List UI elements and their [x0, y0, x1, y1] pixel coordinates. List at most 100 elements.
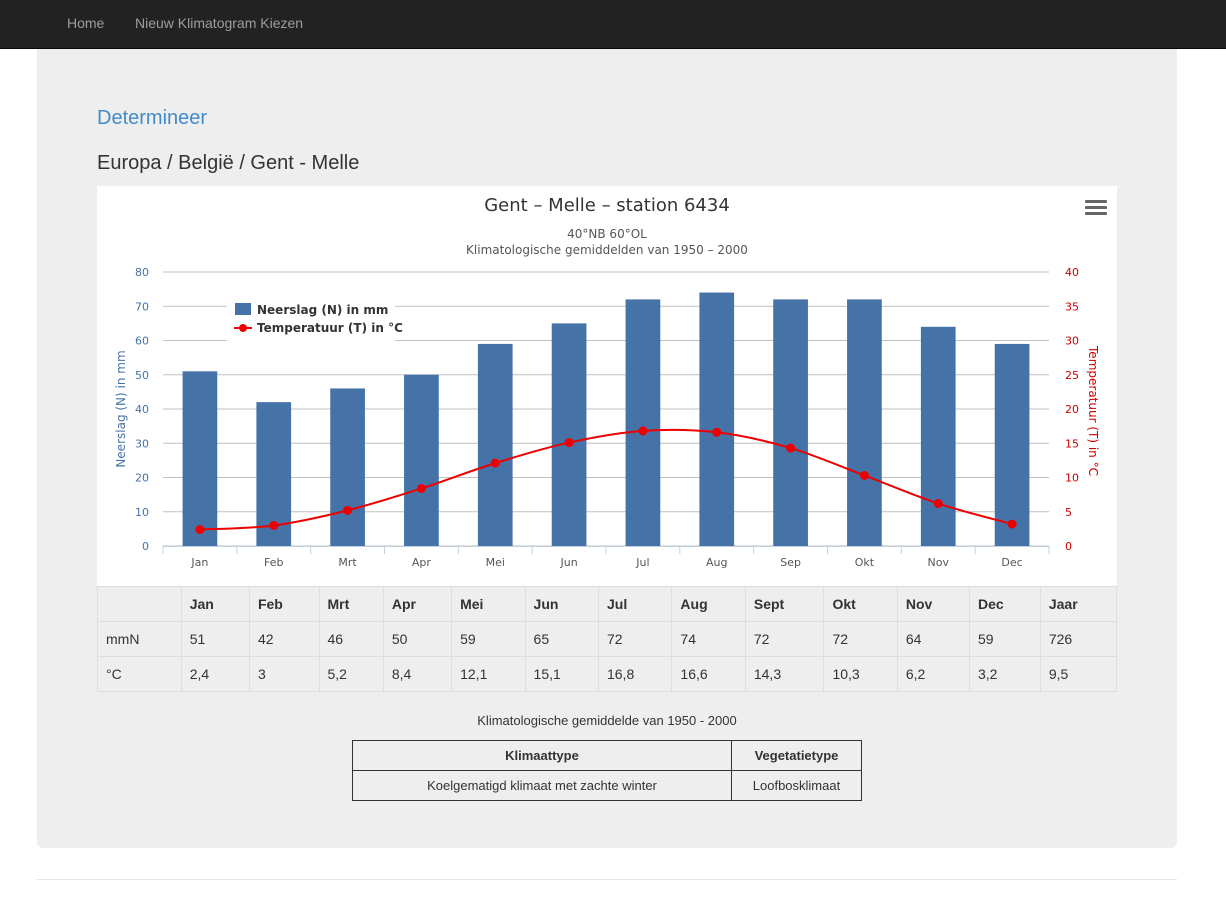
chart-title: Gent – Melle – station 6434 — [484, 195, 730, 216]
table-header-cell: Jun — [524, 586, 599, 622]
breadcrumb: Europa / België / Gent - Melle — [97, 152, 360, 174]
x-tick-label: Mrt — [338, 556, 357, 569]
table-header-cell: Jan — [180, 586, 250, 622]
precipitation-bar — [847, 299, 882, 546]
hamburger-menu-icon[interactable] — [1085, 200, 1107, 218]
x-tick-label: Jun — [559, 556, 577, 569]
y-left-tick-label: 40 — [135, 403, 149, 416]
table-cell: 3 — [248, 656, 320, 692]
table-header-cell: Feb — [248, 586, 320, 622]
table-cell: 15,1 — [524, 656, 599, 692]
x-tick-label: Nov — [928, 556, 950, 569]
temperature-point — [1007, 519, 1017, 529]
legend-temperature-label: Temperatuur (T) in °C — [257, 321, 403, 335]
legend-background — [227, 296, 395, 342]
temperature-point — [712, 427, 722, 437]
temperature-point — [786, 443, 796, 453]
table-cell: 16,6 — [671, 656, 746, 692]
y-left-tick-label: 70 — [135, 300, 149, 313]
y-right-tick-label: 25 — [1065, 369, 1079, 382]
climate-table: Jan Feb Mrt Apr Mei Jun Jul Aug Sept Okt Nov Dec Jaa… — [97, 586, 1118, 692]
table-cell: 12,1 — [451, 656, 526, 692]
precipitation-bar — [477, 343, 513, 546]
precipitation-bar — [330, 388, 365, 546]
table-cell: 65 — [524, 621, 599, 657]
table-header-cell: Jaar — [1039, 586, 1118, 622]
table-cell: 8,4 — [382, 656, 453, 692]
table-header-cell: Apr — [382, 586, 453, 622]
table-header-cell: Sept — [744, 586, 825, 622]
table-cell: 64 — [896, 621, 971, 657]
climate-caption: Klimatologische gemiddelde van 1950 - 20… — [477, 713, 737, 728]
climate-type-header: Klimaattype — [352, 740, 732, 771]
x-tick-label: Dec — [1001, 556, 1022, 569]
y-left-tick-label: 80 — [135, 266, 149, 279]
chart-subtitle-coords: 40°NB 60°OL — [567, 227, 647, 241]
table-cell: 51 — [180, 621, 250, 657]
table-cell: 16,8 — [597, 656, 673, 692]
table-cell: 72 — [823, 621, 898, 657]
x-tick-label: Jul — [635, 556, 649, 569]
legend-precipitation-label: Neerslag (N) in mm — [257, 303, 388, 317]
temperature-point — [416, 483, 426, 493]
table-cell: °C — [97, 656, 182, 692]
temperature-point — [269, 520, 279, 530]
precipitation-bar — [699, 292, 735, 546]
temperature-line — [199, 428, 1013, 531]
navbar: Home Nieuw Klimatogram Kiezen — [0, 0, 1226, 49]
x-tick-label: Feb — [264, 556, 283, 569]
x-tick-label: Sep — [780, 556, 801, 569]
table-cell: 74 — [671, 621, 746, 657]
precipitation-bar — [773, 299, 808, 546]
precipitation-bar — [625, 299, 661, 546]
table-cell: 46 — [318, 621, 384, 657]
y-right-tick-label: 15 — [1065, 437, 1079, 450]
precipitation-bar — [920, 326, 956, 546]
x-tick-label: Jan — [190, 556, 208, 569]
footer-divider — [37, 879, 1177, 880]
table-header-cell: Jul — [597, 586, 673, 622]
table-header-cell — [97, 586, 182, 622]
climate-type-table: Klimaattype Vegetatietype Koelgematigd k… — [352, 740, 862, 801]
y-right-axis-label: Temperatuur (T) in °C — [1086, 345, 1100, 476]
table-header-cell: Mei — [451, 586, 526, 622]
x-tick-label: Okt — [855, 556, 875, 569]
vegetation-type-value: Loofbosklimaat — [731, 770, 862, 801]
table-row: °C 2,4 3 5,2 8,4 12,1 15,1 16,8 16,6 14,3 10,3 6,2 3… — [97, 656, 1118, 692]
y-right-tick-label: 5 — [1065, 506, 1072, 519]
y-right-tick-label: 20 — [1065, 403, 1079, 416]
precipitation-bar — [551, 323, 587, 546]
x-tick-label: Aug — [706, 556, 727, 569]
y-left-tick-label: 20 — [135, 472, 149, 485]
table-cell: 50 — [382, 621, 453, 657]
y-right-tick-label: 0 — [1065, 540, 1072, 553]
table-header-cell: Nov — [896, 586, 971, 622]
temperature-point — [490, 458, 500, 468]
table-header-cell: Dec — [969, 586, 1041, 622]
table-cell: 59 — [969, 621, 1041, 657]
y-left-tick-label: 60 — [135, 335, 149, 348]
table-cell: 5,2 — [318, 656, 384, 692]
temperature-point — [564, 438, 574, 448]
climate-table-header: Jan Feb Mrt Apr Mei Jun Jul Aug Sept Okt Nov Dec Jaa… — [97, 586, 1118, 622]
y-left-tick-label: 0 — [142, 540, 149, 553]
table-cell: 726 — [1039, 621, 1118, 657]
precipitation-bar — [404, 374, 439, 546]
legend-line-marker — [239, 324, 247, 332]
nav-home-link[interactable]: Home — [67, 15, 105, 31]
temperature-point — [343, 505, 353, 515]
chart-canvas: Gent – Melle – station 6434 40°NB 60°OL Kl… — [114, 195, 1100, 569]
table-cell: mmN — [97, 621, 182, 657]
temperature-point — [859, 470, 869, 480]
climate-type-value: Koelgematigd klimaat met zachte winter — [352, 770, 732, 801]
table-cell: 9,5 — [1039, 656, 1118, 692]
table-cell: 10,3 — [823, 656, 898, 692]
y-right-tick-label: 30 — [1065, 335, 1079, 348]
legend-bar-swatch — [235, 303, 251, 315]
table-header-cell: Okt — [823, 586, 898, 622]
table-cell: 72 — [744, 621, 825, 657]
temperature-point — [933, 499, 943, 509]
nav-new-climatogram-link[interactable]: Nieuw Klimatogram Kiezen — [135, 15, 304, 31]
vegetation-type-header: Vegetatietype — [731, 740, 862, 771]
table-header-cell: Aug — [671, 586, 746, 622]
